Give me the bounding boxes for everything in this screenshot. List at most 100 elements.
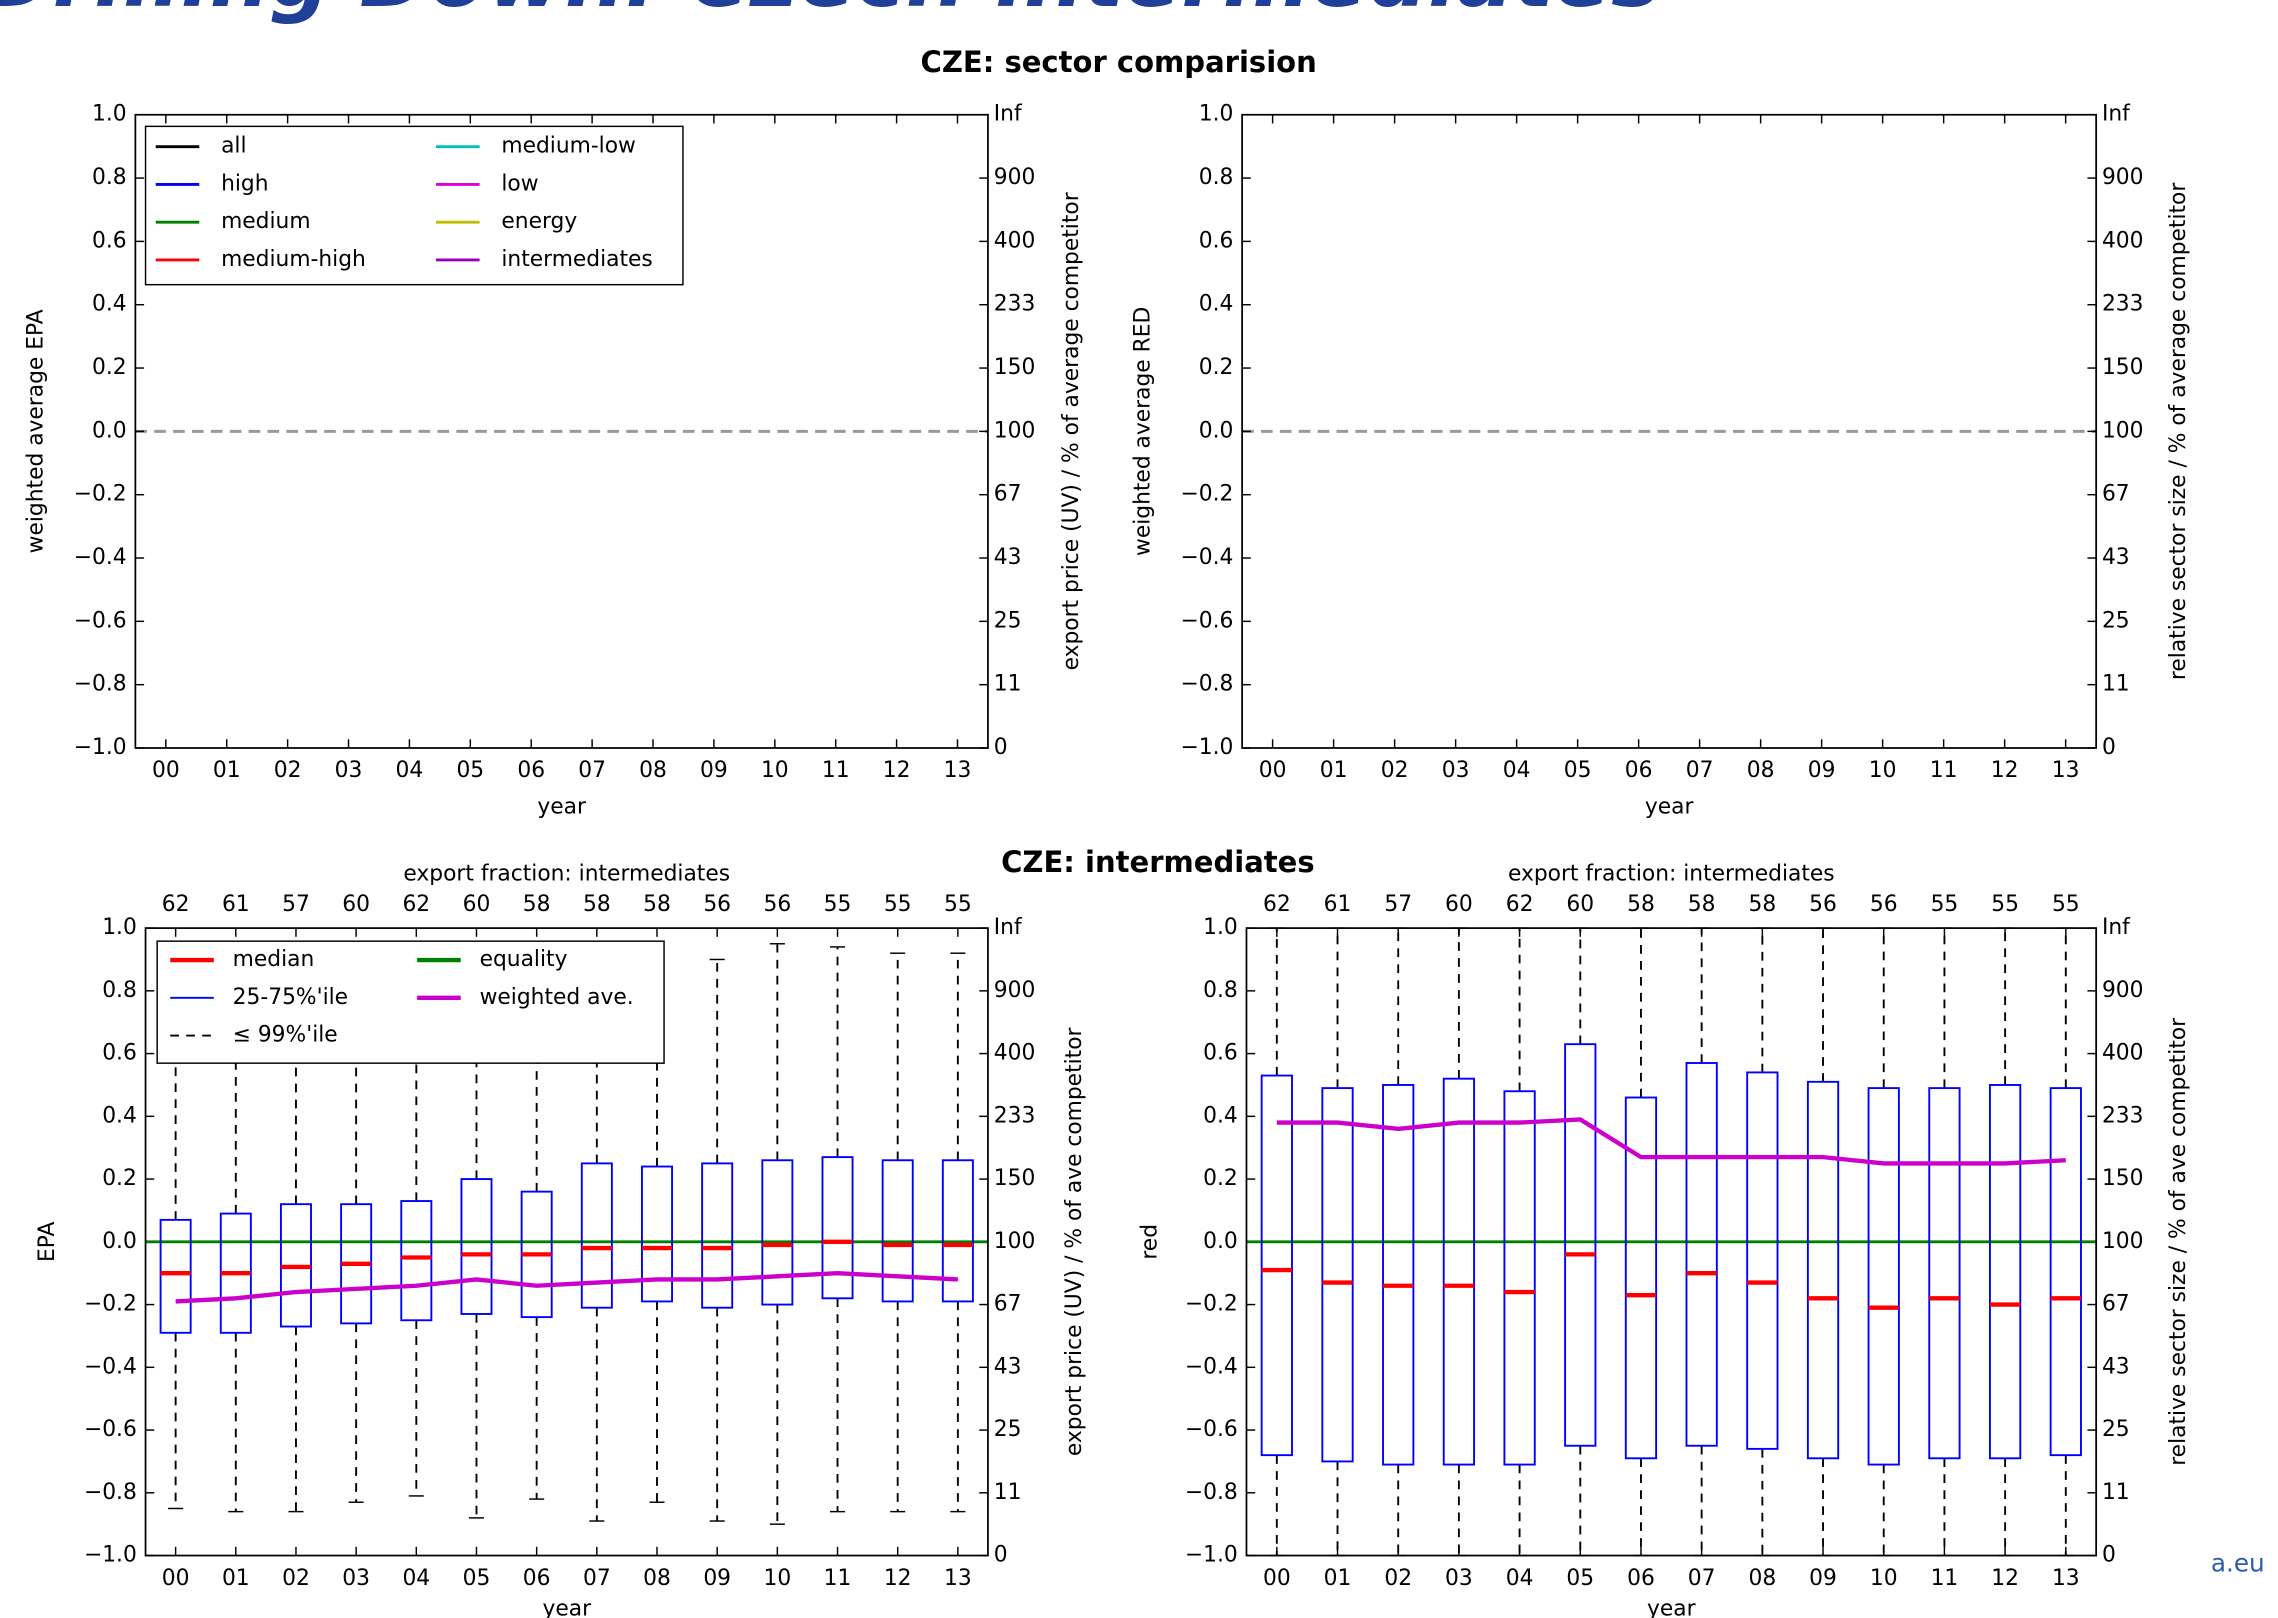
x-tick-label: 04: [1503, 758, 1531, 783]
plot-frame: [1241, 113, 2098, 749]
y2-tick-label: 233: [994, 292, 1036, 317]
y-tick-label: −1.0: [1181, 735, 1234, 760]
y2-tick-label: 900: [2102, 165, 2144, 190]
y-tick-label: 0.8: [1199, 165, 1234, 190]
legend-label: 25-75%'ile: [233, 985, 348, 1010]
y2-tick-label: Inf: [994, 915, 1023, 940]
top-tick-label: 61: [222, 892, 250, 917]
x-tick-label: 05: [463, 1566, 491, 1591]
x-tick-label: 04: [1506, 1566, 1534, 1591]
weighted-line: [175, 1271, 958, 1304]
legend-label: intermediates: [501, 247, 652, 272]
box: [881, 1159, 914, 1303]
box: [1564, 1043, 1597, 1447]
top-tick-label: 57: [1384, 892, 1412, 917]
legend-box: [156, 940, 665, 1064]
y2-tick-label: 11: [994, 1480, 1022, 1505]
x-tick-label: 08: [643, 1566, 671, 1591]
y2-tick-label: 25: [2102, 608, 2130, 633]
y-tick-label: −0.4: [84, 1354, 137, 1379]
legend-label: low: [501, 171, 538, 196]
x-tick-label: 11: [824, 1566, 852, 1591]
y-tick-label: 0.8: [102, 978, 137, 1003]
legend-label: all: [221, 134, 246, 159]
y2-axis-title: export price (UV) / % of average competi…: [1059, 192, 1084, 670]
x-tick-label: 01: [1324, 1566, 1352, 1591]
box: [641, 1165, 673, 1303]
top-tick-label: 60: [463, 892, 491, 917]
y2-tick-label: 400: [2102, 1041, 2144, 1066]
x-axis-title: year: [537, 795, 586, 820]
y-axis-title: EPA: [35, 1222, 60, 1262]
top-tick-label: 60: [1445, 892, 1473, 917]
y-tick-label: −0.8: [1185, 1480, 1238, 1505]
box: [941, 1159, 974, 1303]
page-header: Drilling Down: Czech intermediates: [0, 0, 1661, 26]
y-tick-label: −1.0: [1185, 1543, 1238, 1568]
y-tick-label: −0.8: [84, 1480, 137, 1505]
box: [400, 1200, 433, 1322]
y-tick-label: 0.8: [1203, 978, 1238, 1003]
y2-tick-label: 67: [2102, 1292, 2130, 1317]
y-tick-label: −0.4: [1185, 1354, 1238, 1379]
y-tick-label: 0.4: [102, 1103, 137, 1128]
box: [159, 1218, 192, 1334]
plot-frame: [1245, 927, 2098, 1557]
plot-frame: [144, 927, 989, 1557]
x-tick-label: 13: [2052, 758, 2080, 783]
x-tick-label: 09: [700, 758, 728, 783]
y-tick-label: 1.0: [102, 915, 137, 940]
y-tick-label: −0.2: [74, 482, 127, 507]
y2-tick-label: 150: [2102, 355, 2144, 380]
x-tick-label: 00: [1263, 1566, 1291, 1591]
y2-tick-label: 150: [994, 355, 1036, 380]
plot-frame: [134, 113, 989, 749]
x-tick-label: 01: [222, 1566, 250, 1591]
y2-tick-label: 67: [994, 482, 1022, 507]
y-tick-label: −0.8: [74, 672, 127, 697]
x-tick-label: 04: [402, 1566, 430, 1591]
y-tick-label: −0.4: [1181, 545, 1234, 570]
weighted-line: [1276, 1117, 2066, 1166]
box: [1321, 1087, 1354, 1463]
y-axis-title: red: [1138, 1224, 1163, 1260]
y2-tick-label: 11: [2102, 672, 2130, 697]
y-axis-title: weighted average EPA: [24, 309, 49, 553]
y2-tick-label: 900: [2102, 978, 2144, 1003]
x-tick-label: 00: [152, 758, 180, 783]
x-tick-label: 09: [703, 1566, 731, 1591]
y2-axis-title: relative sector size / % of average comp…: [2166, 183, 2191, 680]
top-tick-label: 58: [1748, 892, 1776, 917]
y-tick-label: −0.8: [1181, 672, 1234, 697]
box: [1260, 1074, 1293, 1457]
box: [761, 1159, 794, 1306]
y-tick-label: 0.0: [1203, 1229, 1238, 1254]
y2-tick-label: 900: [994, 978, 1036, 1003]
y-tick-label: 1.0: [1199, 102, 1234, 127]
y2-tick-label: 25: [994, 1417, 1022, 1442]
x-tick-label: 02: [274, 758, 302, 783]
x-tick-label: 12: [1991, 1566, 2019, 1591]
top-tick-label: 55: [2052, 892, 2080, 917]
y-tick-label: −0.6: [1185, 1417, 1238, 1442]
y2-tick-label: 100: [994, 418, 1036, 443]
y2-tick-label: 43: [2102, 545, 2130, 570]
top-axis-title: export fraction: intermediates: [403, 861, 730, 886]
y-tick-label: 0.4: [1203, 1103, 1238, 1128]
legend-label: weighted ave.: [480, 985, 634, 1010]
x-tick-label: 08: [1747, 758, 1775, 783]
y2-tick-label: Inf: [994, 102, 1023, 127]
box: [1988, 1084, 2022, 1460]
x-tick-label: 09: [1808, 758, 1836, 783]
y2-tick-label: 100: [994, 1229, 1036, 1254]
y2-tick-label: 150: [994, 1166, 1036, 1191]
x-tick-label: 03: [335, 758, 363, 783]
y-tick-label: 0.2: [1199, 355, 1234, 380]
top-tick-label: 56: [1870, 892, 1898, 917]
top-tick-label: 56: [763, 892, 791, 917]
y2-tick-label: 11: [994, 672, 1022, 697]
y2-tick-label: 233: [994, 1103, 1036, 1128]
legend-label: equality: [480, 947, 568, 972]
top-tick-label: 57: [282, 892, 310, 917]
